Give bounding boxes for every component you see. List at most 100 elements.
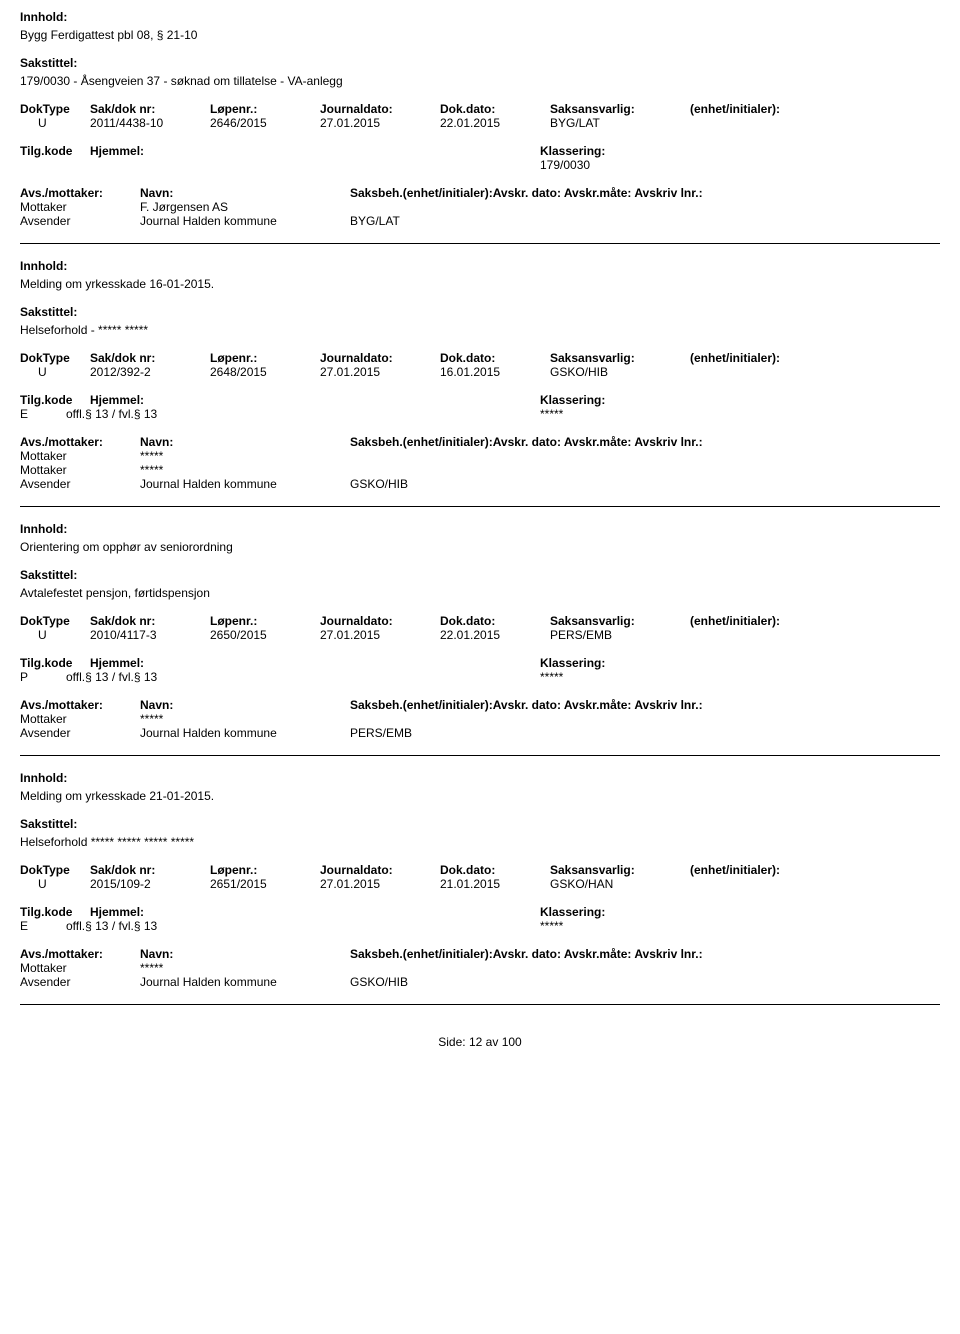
navn-header: Navn: bbox=[140, 947, 350, 961]
innhold-value: Melding om yrkesskade 21-01-2015. bbox=[20, 789, 940, 803]
tilgkode-value: P bbox=[20, 670, 66, 684]
party-ref bbox=[350, 712, 540, 726]
sakdok-value: 2010/4117-3 bbox=[90, 628, 210, 642]
saksansvarlig-header: Saksansvarlig: bbox=[550, 351, 690, 365]
party-ref: GSKO/HIB bbox=[350, 975, 540, 989]
party-ref bbox=[350, 961, 540, 975]
sakstittel-value: Helseforhold - ***** ***** bbox=[20, 323, 940, 337]
dokdato-header: Dok.dato: bbox=[440, 102, 550, 116]
innhold-value: Bygg Ferdigattest pbl 08, § 21-10 bbox=[20, 28, 940, 42]
doktype-header: DokType bbox=[20, 102, 90, 116]
lopenr-header: Løpenr.: bbox=[210, 863, 320, 877]
journal-record: Innhold: Melding om yrkesskade 21-01-2015… bbox=[20, 771, 940, 989]
hjemmel-value: offl.§ 13 / fvl.§ 13 bbox=[66, 407, 157, 421]
doktype-value: U bbox=[20, 116, 90, 130]
dokdato-header: Dok.dato: bbox=[440, 614, 550, 628]
enhet-header: (enhet/initialer): bbox=[690, 863, 780, 877]
journaldato-value: 27.01.2015 bbox=[320, 365, 440, 379]
lopenr-value: 2648/2015 bbox=[210, 365, 320, 379]
innhold-label: Innhold: bbox=[20, 259, 940, 273]
dokdato-value: 22.01.2015 bbox=[440, 628, 550, 642]
saksbeh-header: Saksbeh.(enhet/initialer): bbox=[350, 698, 493, 712]
sakstittel-value: Avtalefestet pensjon, førtidspensjon bbox=[20, 586, 940, 600]
dokdato-header: Dok.dato: bbox=[440, 351, 550, 365]
saksbeh-header: Saksbeh.(enhet/initialer): bbox=[350, 186, 493, 200]
record-separator bbox=[20, 243, 940, 244]
party-name: ***** bbox=[140, 961, 350, 975]
party-role: Mottaker bbox=[20, 449, 140, 463]
sakstittel-value: 179/0030 - Åsengveien 37 - søknad om til… bbox=[20, 74, 940, 88]
saksansvarlig-value: BYG/LAT bbox=[550, 116, 690, 130]
avsmottaker-header: Avs./mottaker: bbox=[20, 435, 140, 449]
party-row: AvsenderJournal Halden kommuneBYG/LAT bbox=[20, 214, 940, 228]
party-role: Avsender bbox=[20, 214, 140, 228]
lopenr-header: Løpenr.: bbox=[210, 351, 320, 365]
party-ref: GSKO/HIB bbox=[350, 477, 540, 491]
doktype-value: U bbox=[20, 628, 90, 642]
klassering-value: ***** bbox=[540, 919, 563, 933]
sakstittel-label: Sakstittel: bbox=[20, 56, 940, 70]
page-total: 100 bbox=[502, 1035, 522, 1049]
tilgkode-value: E bbox=[20, 919, 66, 933]
party-role: Mottaker bbox=[20, 463, 140, 477]
hjemmel-header: Hjemmel: bbox=[90, 656, 144, 670]
party-ref bbox=[350, 463, 540, 477]
klassering-header: Klassering: bbox=[540, 144, 605, 158]
journaldato-value: 27.01.2015 bbox=[320, 116, 440, 130]
sakdok-value: 2012/392-2 bbox=[90, 365, 210, 379]
lopenr-header: Løpenr.: bbox=[210, 102, 320, 116]
klassering-value: ***** bbox=[540, 407, 563, 421]
sakdok-header: Sak/dok nr: bbox=[90, 614, 210, 628]
lopenr-value: 2646/2015 bbox=[210, 116, 320, 130]
saksbeh-header: Saksbeh.(enhet/initialer): bbox=[350, 435, 493, 449]
party-role: Avsender bbox=[20, 975, 140, 989]
party-name: Journal Halden kommune bbox=[140, 477, 350, 491]
klassering-header: Klassering: bbox=[540, 905, 605, 919]
enhet-header: (enhet/initialer): bbox=[690, 351, 780, 365]
party-ref: BYG/LAT bbox=[350, 214, 540, 228]
innhold-label: Innhold: bbox=[20, 771, 940, 785]
hjemmel-value: offl.§ 13 / fvl.§ 13 bbox=[66, 670, 157, 684]
sakdok-value: 2011/4438-10 bbox=[90, 116, 210, 130]
klassering-header: Klassering: bbox=[540, 393, 605, 407]
sakstittel-label: Sakstittel: bbox=[20, 817, 940, 831]
journaldato-header: Journaldato: bbox=[320, 351, 440, 365]
saksansvarlig-value: GSKO/HAN bbox=[550, 877, 690, 891]
tilgkode-value bbox=[20, 158, 66, 172]
party-ref bbox=[350, 200, 540, 214]
dokdato-value: 22.01.2015 bbox=[440, 116, 550, 130]
dokdato-value: 16.01.2015 bbox=[440, 365, 550, 379]
party-row: Mottaker***** bbox=[20, 961, 940, 975]
record-separator bbox=[20, 1004, 940, 1005]
record-separator bbox=[20, 755, 940, 756]
doktype-value: U bbox=[20, 877, 90, 891]
sakdok-header: Sak/dok nr: bbox=[90, 351, 210, 365]
party-name: ***** bbox=[140, 449, 350, 463]
klassering-value: ***** bbox=[540, 670, 563, 684]
sakdok-value: 2015/109-2 bbox=[90, 877, 210, 891]
sakstittel-label: Sakstittel: bbox=[20, 568, 940, 582]
hjemmel-header: Hjemmel: bbox=[90, 393, 144, 407]
navn-header: Navn: bbox=[140, 186, 350, 200]
hjemmel-header: Hjemmel: bbox=[90, 144, 144, 158]
avskr-headers: Avskr. dato: Avskr.måte: Avskriv lnr.: bbox=[493, 947, 703, 961]
navn-header: Navn: bbox=[140, 698, 350, 712]
saksbeh-header: Saksbeh.(enhet/initialer): bbox=[350, 947, 493, 961]
party-row: AvsenderJournal Halden kommunePERS/EMB bbox=[20, 726, 940, 740]
innhold-value: Melding om yrkesskade 16-01-2015. bbox=[20, 277, 940, 291]
record-separator bbox=[20, 506, 940, 507]
party-name: Journal Halden kommune bbox=[140, 214, 350, 228]
avskr-headers: Avskr. dato: Avskr.måte: Avskriv lnr.: bbox=[493, 435, 703, 449]
klassering-header: Klassering: bbox=[540, 656, 605, 670]
journaldato-header: Journaldato: bbox=[320, 102, 440, 116]
party-role: Mottaker bbox=[20, 712, 140, 726]
saksansvarlig-header: Saksansvarlig: bbox=[550, 614, 690, 628]
avsmottaker-header: Avs./mottaker: bbox=[20, 698, 140, 712]
tilgkode-header: Tilg.kode bbox=[20, 144, 90, 158]
innhold-value: Orientering om opphør av seniorordning bbox=[20, 540, 940, 554]
tilgkode-value: E bbox=[20, 407, 66, 421]
party-row: AvsenderJournal Halden kommuneGSKO/HIB bbox=[20, 975, 940, 989]
hjemmel-value: offl.§ 13 / fvl.§ 13 bbox=[66, 919, 157, 933]
party-row: AvsenderJournal Halden kommuneGSKO/HIB bbox=[20, 477, 940, 491]
party-name: ***** bbox=[140, 712, 350, 726]
